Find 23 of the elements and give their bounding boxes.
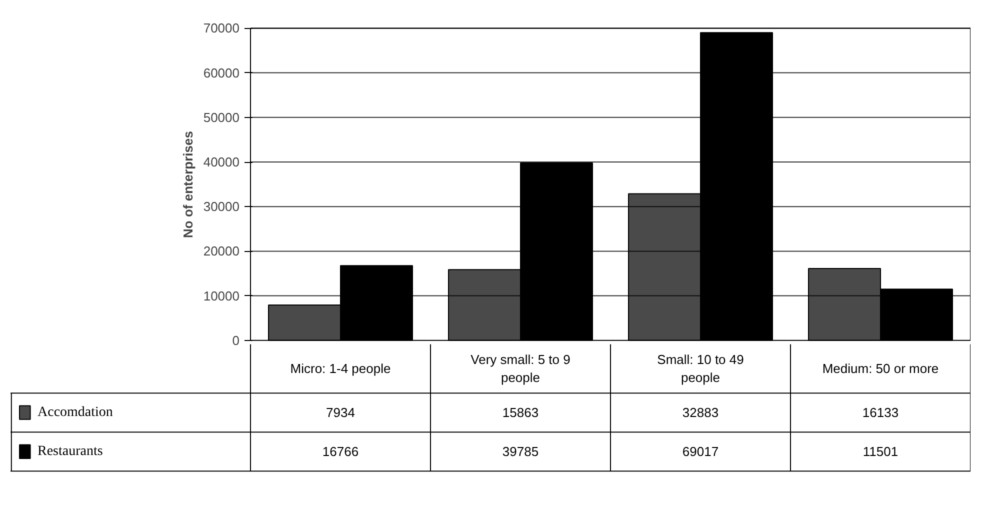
- data-label: 15863: [502, 405, 539, 420]
- y-tick-label: 40000: [203, 154, 240, 170]
- data-label: 39785: [502, 444, 539, 460]
- y-tick-label: 10000: [203, 288, 240, 304]
- data-label: 7934: [326, 405, 355, 420]
- y-tick-label: 20000: [203, 244, 240, 259]
- x-tick-label: Small: 10 to 49 people: [657, 352, 744, 386]
- data-label: 69017: [682, 444, 719, 460]
- data-label: 11501: [862, 444, 898, 460]
- y-axis-title: No of enterprises: [180, 131, 196, 238]
- x-tick-label: Medium: 50 or more: [822, 361, 939, 376]
- data-label: 32883: [682, 405, 719, 420]
- legend-label: Accomdation: [38, 405, 113, 420]
- y-tick-label: 50000: [203, 110, 240, 125]
- y-tick-label: 30000: [203, 199, 240, 214]
- x-tick-label: Micro: 1-4 people: [290, 361, 391, 376]
- data-label: 16766: [322, 444, 359, 460]
- y-tick-label: 0: [232, 332, 240, 348]
- data-label: 16133: [862, 405, 899, 420]
- y-tick-label: 60000: [203, 65, 240, 80]
- y-tick-label: 70000: [203, 20, 240, 36]
- legend-label: Restaurants: [38, 444, 103, 460]
- x-tick-label: Very small: 5 to 9 people: [470, 352, 570, 386]
